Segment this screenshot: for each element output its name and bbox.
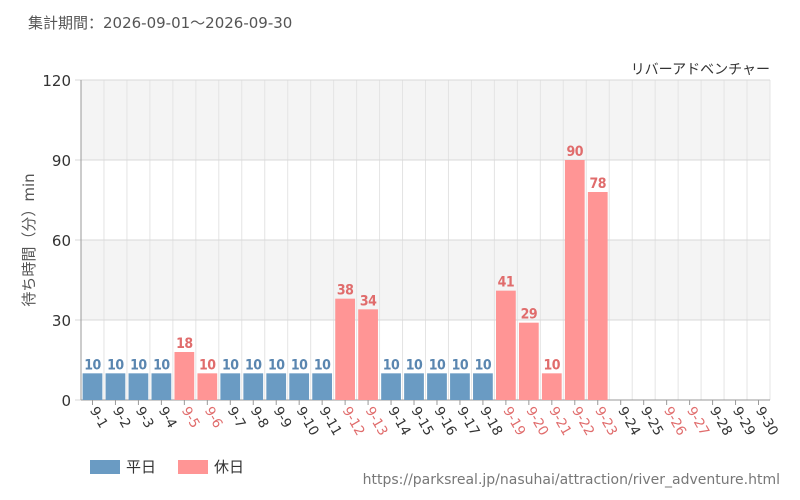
bar-9-6: [197, 373, 218, 400]
x-tick-label: 9-11: [316, 404, 345, 439]
bar-9-8: [243, 373, 264, 400]
bar-value-label: 10: [544, 357, 561, 373]
x-tick-label: 9-28: [706, 404, 735, 439]
x-tick-label: 9-30: [752, 404, 781, 439]
y-tick-label: 30: [52, 312, 71, 330]
bar-value-label: 10: [107, 357, 124, 373]
x-tick-label: 9-10: [293, 404, 322, 439]
bar-9-10: [289, 373, 310, 400]
x-tick-label: 9-24: [614, 404, 643, 439]
bar-9-12: [335, 298, 355, 400]
period-label: 集計期間：2026-09-01～2026-09-30: [28, 14, 293, 32]
y-tick-label: 120: [42, 72, 71, 90]
bar-value-label: 41: [498, 275, 515, 291]
bar-value-label: 34: [360, 293, 377, 309]
x-tick-label: 9-21: [545, 404, 574, 439]
y-axis-label: 待ち時間（分）min: [20, 173, 38, 306]
bar-9-11: [312, 373, 333, 400]
source-url: https://parksreal.jp/nasuhai/attraction/…: [362, 472, 780, 488]
legend-swatch-holiday: [178, 459, 209, 474]
y-tick-label: 60: [52, 232, 71, 250]
x-tick-label: 9-8: [247, 404, 272, 431]
x-tick-label: 9-12: [339, 404, 368, 439]
x-tick-label: 9-29: [729, 404, 758, 439]
legend: 平日 休日: [90, 456, 266, 477]
bar-9-20: [518, 322, 539, 400]
bar-9-18: [473, 373, 493, 400]
bar-9-4: [151, 373, 172, 400]
legend-item-weekday[interactable]: 平日: [90, 456, 156, 477]
x-tick-label: 9-9: [270, 404, 295, 431]
bar-value-label: 10: [452, 357, 469, 373]
x-tick-label: 9-15: [408, 404, 437, 439]
bar-value-label: 78: [589, 176, 606, 192]
legend-label-weekday: 平日: [126, 458, 157, 476]
bar-9-15: [404, 373, 424, 400]
bar-9-13: [358, 309, 378, 400]
bar-value-label: 10: [245, 357, 262, 373]
x-tick-label: 9-13: [362, 404, 391, 439]
x-tick-label: 9-4: [155, 404, 180, 431]
legend-label-holiday: 休日: [214, 458, 245, 476]
bar-9-5: [174, 352, 195, 400]
bar-9-22: [564, 160, 585, 400]
bar-value-label: 10: [475, 357, 492, 373]
bar-value-label: 10: [291, 357, 308, 373]
bar-value-label: 10: [314, 357, 331, 373]
bar-value-label: 10: [383, 357, 400, 373]
bar-value-label: 10: [222, 357, 239, 373]
x-tick-label: 9-25: [637, 404, 666, 439]
bar-9-23: [587, 192, 608, 400]
bar-value-label: 10: [130, 357, 147, 373]
x-tick-label: 9-17: [453, 404, 482, 439]
bar-value-label: 90: [567, 144, 584, 160]
chart-title: リバーアドベンチャー: [631, 62, 770, 78]
bar-9-7: [220, 373, 241, 400]
x-tick-label: 9-14: [385, 404, 414, 439]
bar-value-label: 10: [268, 357, 285, 373]
bar-9-21: [541, 373, 562, 400]
x-tick-label: 9-1: [86, 404, 111, 431]
bar-9-16: [427, 373, 447, 400]
x-tick-label: 9-3: [132, 404, 157, 431]
bar-value-label: 10: [84, 357, 101, 373]
bar-value-label: 10: [153, 357, 170, 373]
bar-9-19: [496, 290, 516, 400]
x-tick-label: 9-19: [499, 404, 528, 439]
y-tick-label: 90: [52, 152, 71, 170]
x-tick-label: 9-18: [476, 404, 505, 439]
bar-9-1: [82, 373, 103, 400]
x-tick-label: 9-27: [683, 404, 712, 439]
bar-value-label: 29: [521, 307, 538, 323]
x-tick-label: 9-23: [591, 404, 620, 439]
x-tick-label: 9-26: [660, 404, 689, 439]
legend-swatch-weekday: [90, 459, 120, 474]
bar-9-17: [450, 373, 470, 400]
x-tick-label: 9-22: [568, 404, 597, 439]
bar-value-label: 18: [176, 336, 193, 352]
bar-9-9: [266, 373, 287, 400]
x-tick-label: 9-6: [201, 404, 226, 431]
x-tick-label: 9-20: [522, 404, 551, 439]
bar-value-label: 10: [406, 357, 423, 373]
legend-item-holiday[interactable]: 休日: [178, 456, 244, 477]
x-tick-label: 9-7: [224, 404, 249, 431]
bar-value-label: 10: [199, 357, 216, 373]
bar-9-14: [381, 373, 401, 400]
bar-value-label: 38: [337, 283, 354, 299]
bar-9-2: [105, 373, 126, 400]
bar-value-label: 10: [429, 357, 446, 373]
y-tick-label: 0: [61, 392, 71, 410]
x-tick-label: 9-16: [431, 404, 460, 439]
bar-9-3: [128, 373, 149, 400]
x-tick-label: 9-2: [109, 404, 134, 431]
x-tick-label: 9-5: [178, 404, 203, 431]
